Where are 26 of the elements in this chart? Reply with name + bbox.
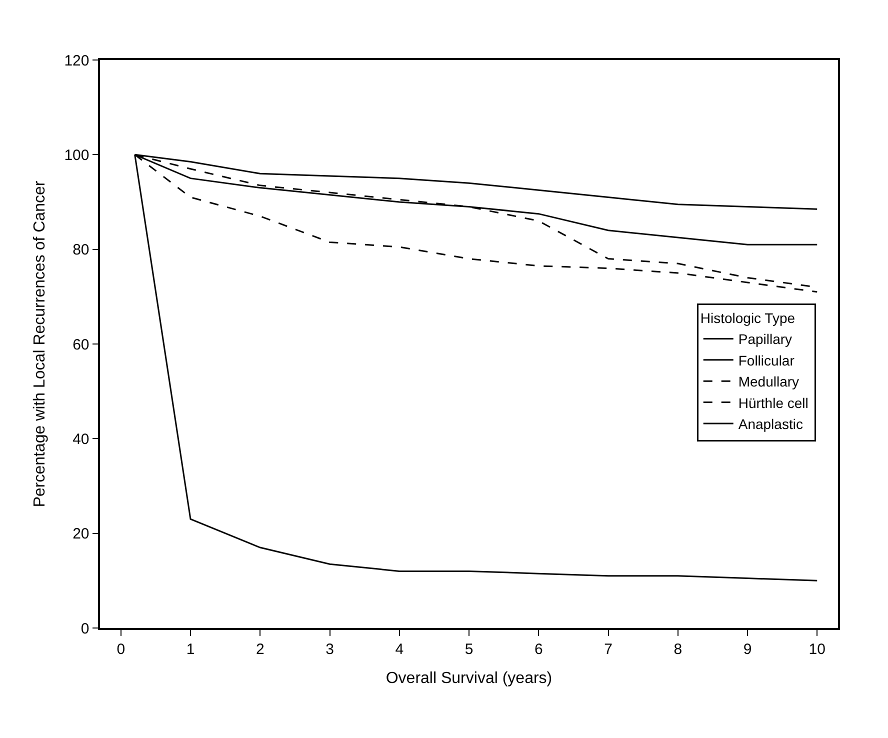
legend-title: Histologic Type bbox=[700, 310, 796, 326]
x-tick-label: 9 bbox=[743, 640, 752, 658]
x-tick-label: 10 bbox=[808, 640, 826, 658]
y-tick-label: 120 bbox=[64, 52, 90, 70]
y-tick-label: 100 bbox=[64, 146, 90, 164]
y-axis-title: Percentage with Local Recurrences of Cancer bbox=[32, 180, 49, 508]
x-tick-label: 2 bbox=[256, 640, 264, 658]
x-tick-label: 8 bbox=[674, 640, 682, 658]
y-tick-label: 20 bbox=[72, 526, 90, 543]
y-tick-label: 40 bbox=[72, 430, 90, 448]
x-axis-title: Overall Survival (years) bbox=[386, 670, 552, 687]
legend-label: Follicular bbox=[738, 352, 795, 368]
x-tick-label: 5 bbox=[464, 640, 474, 658]
y-tick-label: 0 bbox=[80, 620, 90, 638]
x-tick-label: 4 bbox=[395, 640, 404, 658]
x-tick-label: 1 bbox=[186, 640, 195, 658]
legend-label: Hürthle cell bbox=[738, 394, 808, 411]
x-tick-label: 0 bbox=[116, 640, 126, 658]
x-tick-label: 6 bbox=[534, 640, 543, 658]
y-tick-label: 80 bbox=[72, 242, 90, 259]
legend-label: Medullary bbox=[738, 374, 800, 390]
legend-label: Anaplastic bbox=[738, 416, 803, 432]
x-tick-label: 3 bbox=[326, 640, 334, 658]
legend-label: Papillary bbox=[738, 331, 792, 348]
y-tick-label: 60 bbox=[72, 336, 90, 354]
x-tick-label: 7 bbox=[604, 640, 612, 658]
